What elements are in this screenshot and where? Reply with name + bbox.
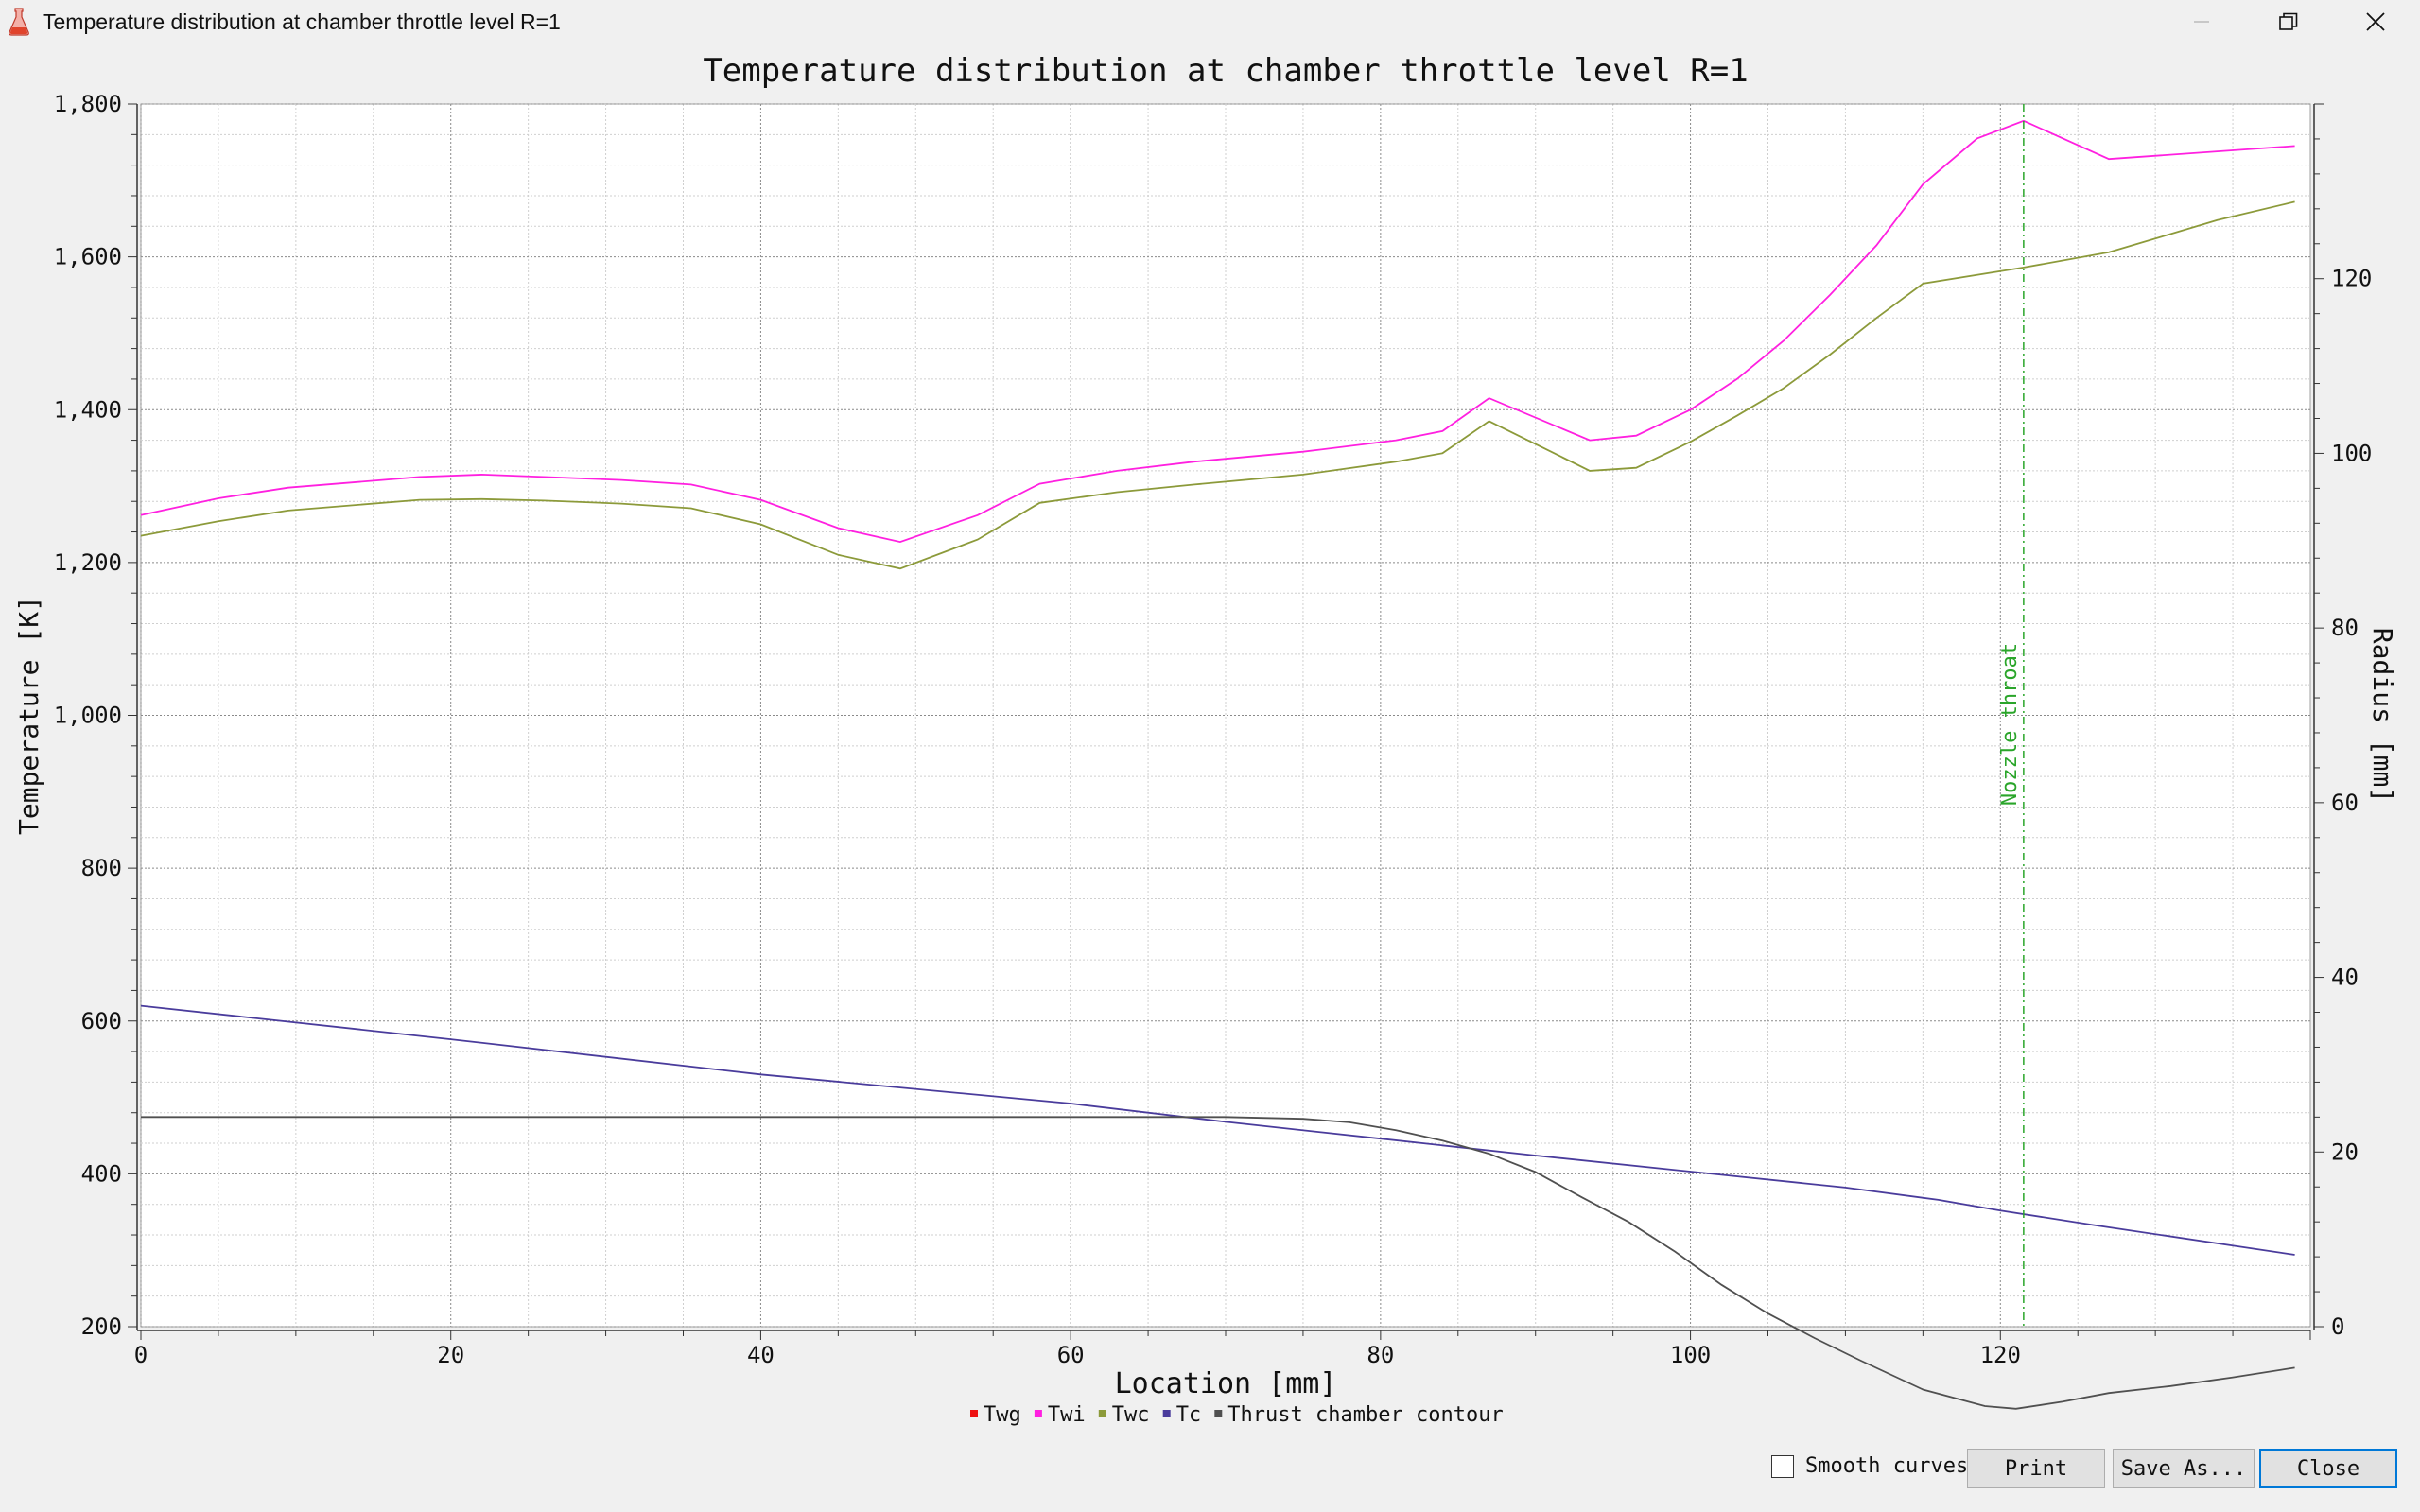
- app-flask-icon: [9, 8, 29, 36]
- x-tick-label: 80: [1367, 1342, 1394, 1368]
- y2-tick-label: 0: [2331, 1313, 2344, 1340]
- legend-item: Twg: [970, 1403, 1021, 1427]
- legend-swatch: [1098, 1410, 1106, 1417]
- y2-tick-label: 80: [2331, 615, 2359, 641]
- nozzle-throat-label: Nozzle throat: [1998, 643, 2022, 806]
- y2-tick-label: 100: [2331, 440, 2372, 466]
- y-tick-label: 1,200: [54, 549, 122, 576]
- x-tick-label: 120: [1980, 1342, 2021, 1368]
- print-button[interactable]: Print: [1967, 1449, 2105, 1488]
- twc-series-line: [140, 200, 2295, 570]
- y-tick-label: 800: [81, 855, 122, 881]
- chart-title: Temperature distribution at chamber thro…: [703, 52, 1748, 90]
- window-title: Temperature distribution at chamber thro…: [43, 9, 561, 34]
- tc-series-line: [140, 1004, 2295, 1256]
- legend-item: Twc: [1098, 1403, 1150, 1427]
- legend-label: Twc: [1112, 1403, 1150, 1427]
- legend-item: Twi: [1034, 1403, 1086, 1427]
- restore-icon: [2279, 12, 2298, 30]
- close-button[interactable]: Close: [2259, 1449, 2397, 1488]
- y-tick-label: 1,600: [54, 244, 122, 270]
- legend-label: Thrust chamber contour: [1227, 1403, 1503, 1427]
- y-tick-label: 1,400: [54, 396, 122, 423]
- x-tick-label: 0: [134, 1342, 148, 1368]
- temperature-chart: Temperature distribution at chamber thro…: [13, 52, 2398, 1427]
- x-tick-label: 100: [1670, 1342, 1711, 1368]
- close-window-button[interactable]: [2332, 0, 2419, 43]
- y2-tick-label: 120: [2331, 266, 2372, 292]
- x-axis-title: Location [mm]: [1115, 1367, 1337, 1400]
- minimize-button[interactable]: [2158, 0, 2245, 43]
- y-tick-label: 600: [81, 1008, 122, 1034]
- smooth-curves-toggle[interactable]: Smooth curves: [1771, 1454, 1968, 1478]
- twi-series-line: [140, 119, 2295, 544]
- y2-tick-label: 60: [2331, 790, 2359, 816]
- y-axis-title: Temperature [K]: [13, 596, 44, 835]
- legend-item: Thrust chamber contour: [1214, 1403, 1504, 1427]
- window-titlebar: Temperature distribution at chamber thro…: [0, 0, 2420, 43]
- smooth-curves-checkbox[interactable]: [1771, 1454, 1794, 1478]
- thrust-chamber-contour-line: [141, 1116, 2295, 1410]
- x-tick-label: 20: [437, 1342, 464, 1368]
- legend-swatch: [970, 1410, 978, 1417]
- x-tick-label: 60: [1057, 1342, 1085, 1368]
- y-tick-label: 1,800: [54, 91, 122, 117]
- x-tick-label: 40: [747, 1342, 775, 1368]
- minimize-icon: [2194, 21, 2209, 23]
- y-tick-label: 1,000: [54, 703, 122, 729]
- bottom-controls: Smooth curves Print Save As... Close: [0, 1437, 2420, 1494]
- save-as-button[interactable]: Save As...: [2113, 1449, 2255, 1488]
- legend-swatch: [1162, 1410, 1171, 1417]
- legend-swatch: [1214, 1410, 1223, 1417]
- y-tick-label: 400: [81, 1160, 122, 1187]
- y-tick-label: 200: [81, 1313, 122, 1340]
- smooth-curves-label: Smooth curves: [1805, 1454, 1969, 1478]
- restore-button[interactable]: [2245, 0, 2332, 43]
- legend-swatch: [1034, 1410, 1042, 1417]
- legend-label: Twi: [1048, 1403, 1086, 1427]
- y2-axis-title: Radius [mm]: [2367, 628, 2398, 803]
- legend-item: Tc: [1162, 1403, 1202, 1427]
- y2-tick-label: 20: [2331, 1138, 2359, 1165]
- legend-label: Tc: [1176, 1403, 1202, 1427]
- close-icon: [2366, 12, 2385, 31]
- y2-tick-label: 40: [2331, 965, 2359, 991]
- legend-label: Twg: [984, 1403, 1021, 1427]
